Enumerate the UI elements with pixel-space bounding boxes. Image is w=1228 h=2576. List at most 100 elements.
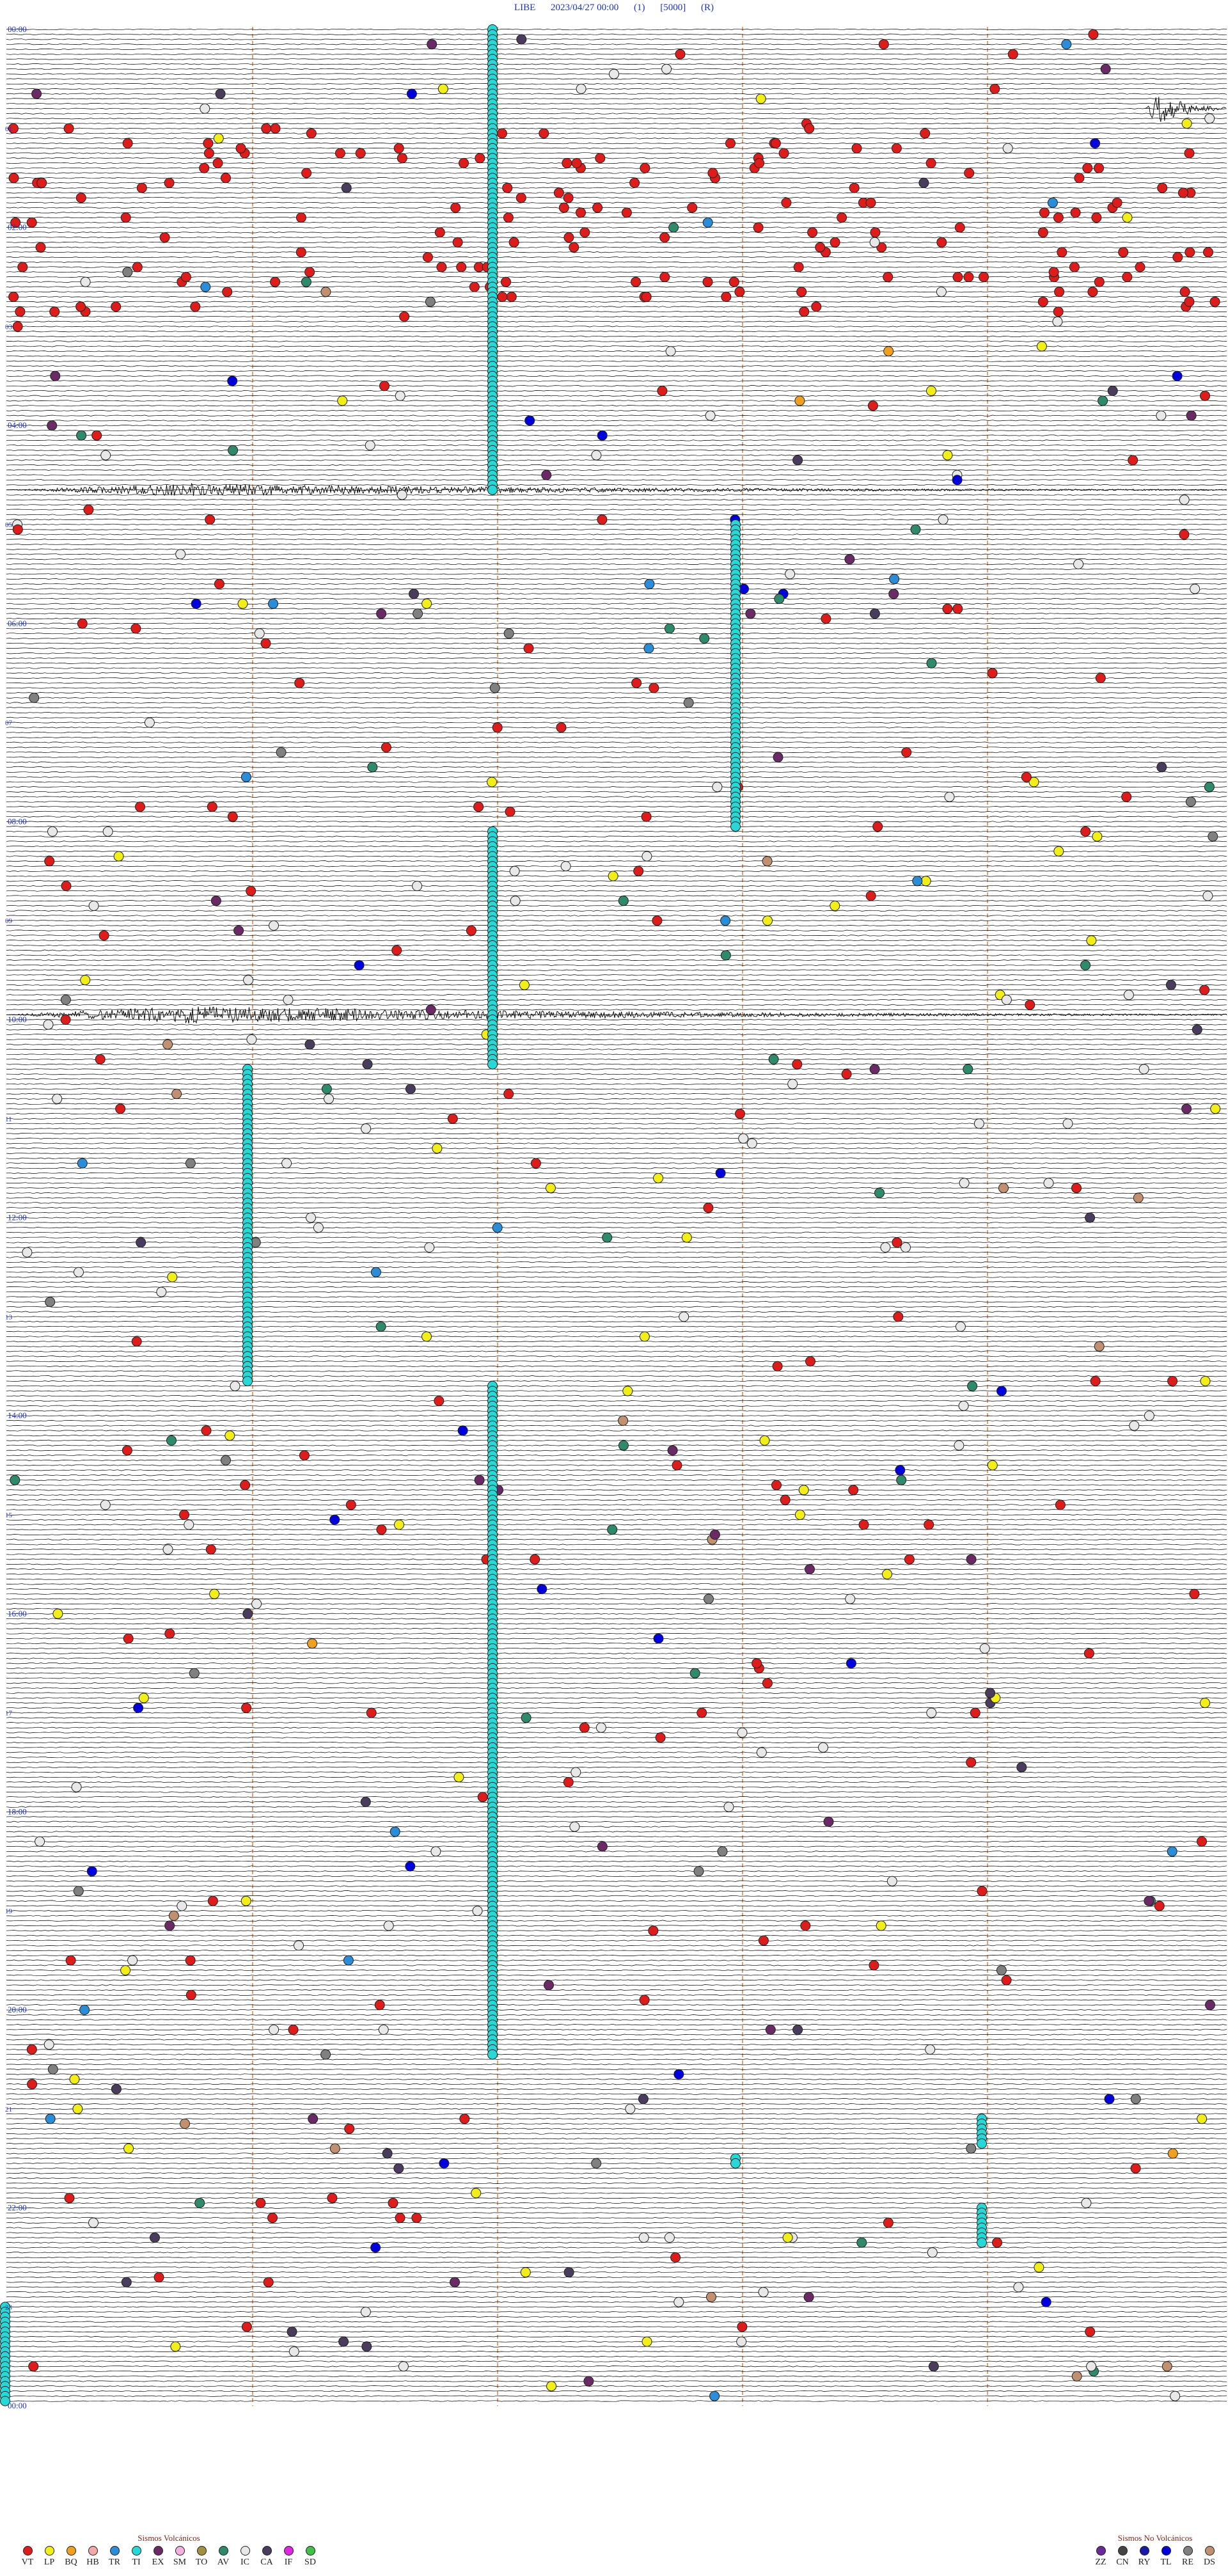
trace-line — [6, 1251, 1227, 1253]
event-marker-CA — [918, 177, 929, 188]
event-marker-EX — [544, 1980, 554, 1991]
event-marker-TL — [191, 598, 201, 609]
trace-line — [6, 1667, 1227, 1670]
event-marker-CA — [409, 589, 419, 599]
seismogram-chart: 00:00 02:00 04:00 06:00 08:00 10:00 12:00 14:00… — [0, 24, 1227, 2410]
event-marker-LP — [782, 2232, 793, 2243]
trace-line — [6, 1538, 1227, 1540]
event-marker-VT — [970, 1707, 980, 1718]
event-marker-VT — [952, 603, 963, 614]
event-marker-IC — [1190, 583, 1200, 594]
event-marker-VT — [203, 138, 214, 148]
hour-label-3: 06:00 — [8, 619, 27, 628]
event-marker-CA — [136, 1237, 146, 1248]
trace-line — [6, 2350, 1227, 2353]
trace-line — [6, 494, 1227, 496]
event-marker-CA — [928, 2361, 939, 2372]
trace-line — [6, 1375, 1227, 1377]
trace-line — [6, 405, 1227, 407]
event-marker-AV — [774, 594, 785, 604]
event-marker-VT — [629, 177, 640, 188]
trace-line — [6, 682, 1227, 684]
trace-line — [6, 2335, 1227, 2337]
event-marker-VT — [516, 193, 526, 203]
trace-line — [6, 519, 1227, 521]
event-marker-AV — [856, 2237, 867, 2248]
trace-line — [6, 1757, 1227, 1758]
hour-marker-19: 19 — [5, 1908, 13, 1915]
event-marker-IC — [313, 1222, 324, 1233]
event-marker-VT — [869, 1960, 879, 1971]
legend-volcanic: Sismos Volcánicos VT LP BQ HB TR TI EX SM TO AV IC… — [18, 2533, 320, 2568]
event-marker-RE — [489, 683, 500, 693]
event-marker-CA — [215, 88, 226, 99]
trace-line — [6, 2133, 1227, 2135]
event-marker-IC — [1062, 1118, 1073, 1129]
sd-swatch-icon — [305, 2546, 315, 2556]
event-marker-VT — [771, 1480, 782, 1490]
trace-line — [6, 1806, 1227, 1808]
event-marker-EX — [50, 370, 61, 381]
trace-line — [6, 58, 1227, 60]
trace-line — [6, 1741, 1227, 1744]
trace-line — [6, 335, 1227, 338]
event-marker-VT — [1083, 1648, 1094, 1659]
trace-line — [6, 1504, 1227, 1506]
event-marker-IC — [1144, 1410, 1154, 1421]
trace-line — [6, 727, 1227, 729]
event-marker-VT — [1085, 2327, 1096, 2337]
event-marker-IC — [959, 1178, 970, 1189]
event-marker-VT — [1184, 296, 1195, 307]
trace-line — [6, 83, 1227, 85]
event-marker-IC — [1170, 2390, 1181, 2401]
trace-line — [6, 1395, 1227, 1397]
event-marker-AV — [10, 1474, 20, 1485]
event-marker-LP — [882, 1569, 892, 1579]
event-marker-CA — [361, 2341, 372, 2352]
ca-swatch-icon — [262, 2546, 272, 2556]
event-marker-RE — [693, 1866, 704, 1877]
trace-line — [6, 365, 1227, 367]
event-marker-CA — [1156, 762, 1167, 773]
event-marker-VT — [75, 193, 86, 203]
event-marker-CA — [563, 2267, 574, 2278]
trace-line — [6, 2034, 1227, 2035]
trace-line — [6, 68, 1227, 70]
event-marker-VT — [778, 148, 789, 159]
hour-label-8: 16:00 — [8, 1609, 27, 1618]
event-marker-EX — [765, 2025, 776, 2035]
trace-line — [6, 2128, 1227, 2130]
trace-line — [6, 1331, 1227, 1332]
event-marker-VT — [883, 272, 893, 282]
trace-line — [6, 1900, 1227, 1902]
trace-line — [6, 1306, 1227, 1308]
trace-line — [6, 2039, 1227, 2041]
event-marker-VT — [27, 2079, 38, 2090]
trace-line — [6, 1325, 1227, 1328]
event-marker-LP — [653, 1173, 664, 1183]
event-marker-VT — [553, 187, 564, 198]
event-marker-AV — [375, 1321, 386, 1332]
trace-line — [6, 2281, 1227, 2283]
trace-line — [6, 2355, 1227, 2357]
trace-line — [6, 1999, 1227, 2001]
trace-line — [6, 1815, 1227, 1818]
trace-line — [6, 2167, 1227, 2169]
legend-volcanic-item-ic: IC — [235, 2546, 255, 2568]
event-marker-AV — [321, 1084, 332, 1094]
trace-line — [6, 622, 1227, 624]
trace-line — [6, 1231, 1227, 1233]
trace-line — [6, 747, 1227, 748]
trace-line — [6, 2153, 1227, 2154]
event-marker-CA — [985, 1687, 996, 1698]
trace-line — [6, 241, 1227, 243]
trace-line — [6, 2053, 1227, 2055]
event-marker-EX — [966, 1554, 977, 1565]
event-marker-VT — [469, 281, 480, 292]
event-marker-VT — [772, 1361, 783, 1371]
trace-line — [6, 935, 1227, 936]
event-marker-VT — [207, 802, 217, 812]
trace-line — [6, 445, 1227, 446]
event-marker-VT — [399, 311, 410, 322]
event-marker-RE — [185, 1158, 196, 1169]
